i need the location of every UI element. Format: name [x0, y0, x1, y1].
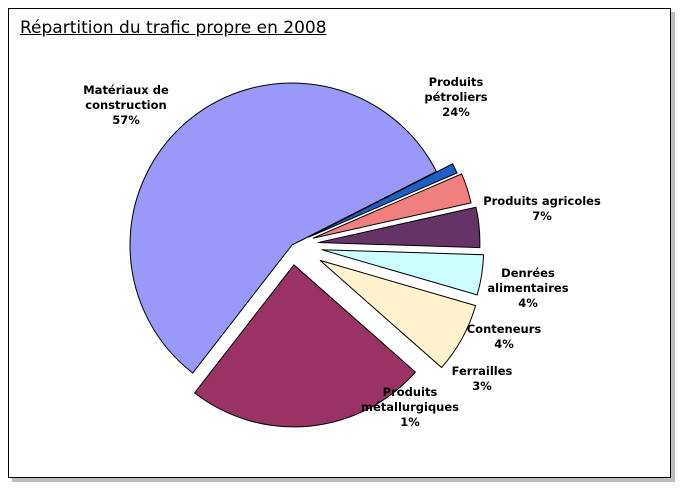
frame-shadow-bottom — [12, 478, 675, 482]
pie-slice-conteneurs — [317, 206, 481, 249]
slice-label-materiaux: Matériaux de construction 57% — [83, 83, 169, 127]
slice-label-conteneurs: Conteneurs 4% — [466, 322, 542, 351]
pie-slice-materiaux — [129, 82, 438, 374]
slice-label-agricoles: Produits agricoles 7% — [483, 194, 601, 223]
pie-slice-metallurgiques — [308, 163, 458, 238]
frame-shadow-right — [671, 12, 675, 482]
slice-label-metallurgiques: Produits métallurgiques 1% — [360, 385, 460, 429]
pie-slice-petroliers — [193, 264, 417, 428]
chart-title: Répartition du trafic propre en 2008 — [20, 18, 327, 38]
slice-label-petroliers: Produits pétroliers 24% — [424, 75, 488, 119]
pie-slice-ferrailles — [312, 173, 472, 239]
pie-slice-denrees — [321, 249, 485, 296]
pie-slice-agricoles — [319, 259, 477, 369]
slice-label-ferrailles: Ferrailles 3% — [451, 364, 513, 393]
slice-label-denrees: Denrées alimentaires 4% — [487, 266, 569, 310]
